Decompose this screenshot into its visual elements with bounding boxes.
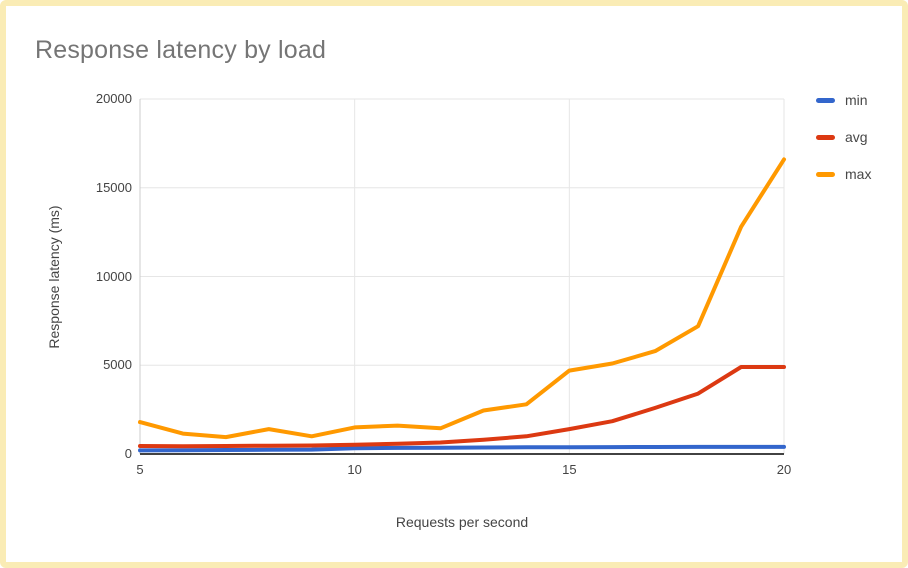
x-tick-label: 10 [347, 462, 362, 477]
y-tick-label: 15000 [95, 179, 132, 195]
legend-item-max: max [816, 164, 871, 184]
series-line-min [138, 444, 786, 453]
legend-swatch-avg [816, 134, 835, 140]
legend-item-min: min [816, 90, 871, 110]
legend: min avg max [816, 90, 871, 201]
x-tick-label: 15 [562, 462, 577, 477]
y-tick-label: 0 [124, 446, 132, 461]
series-line-max [138, 157, 786, 440]
legend-swatch-max [816, 171, 835, 177]
y-axis-title: Response latency (ms) [46, 205, 62, 349]
x-axis-title: Requests per second [395, 514, 529, 530]
series-line-avg [138, 365, 786, 449]
legend-label: avg [845, 129, 868, 145]
chart-title: Response latency by load [35, 36, 327, 64]
legend-label: max [845, 166, 872, 182]
y-tick-label: 20000 [95, 91, 132, 106]
y-tick-label: 5000 [103, 357, 132, 373]
y-tick-label: 10000 [95, 268, 132, 284]
legend-label: min [845, 92, 868, 108]
x-tick-label: 5 [136, 462, 144, 477]
x-tick-label: 20 [776, 462, 792, 477]
legend-swatch-min [816, 97, 835, 103]
legend-item-avg: avg [816, 127, 871, 147]
